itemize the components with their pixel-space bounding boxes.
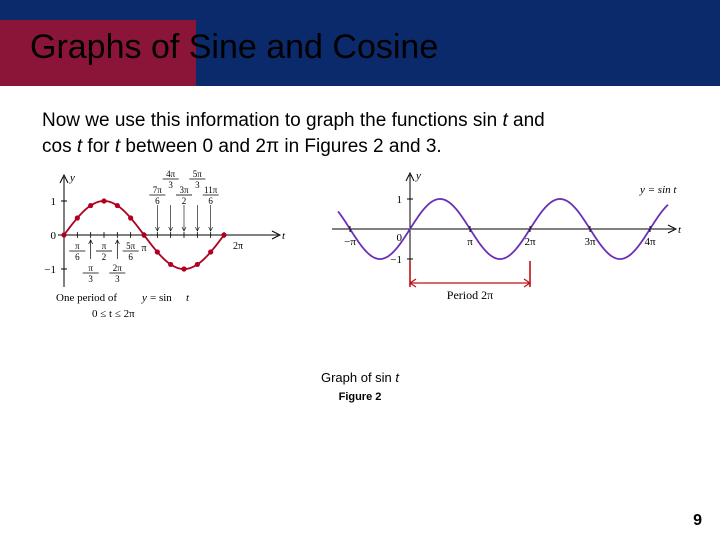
right-chart: 1−10yt−ππ2π3π4πPeriod 2πy = sin t [294, 167, 694, 337]
body-line2d: in Figures 2 and 3. [279, 136, 442, 157]
svg-text:2π: 2π [524, 236, 536, 248]
svg-text:2π: 2π [233, 241, 243, 252]
figure-label: Figure 2 [0, 391, 720, 403]
svg-text:t: t [678, 224, 682, 236]
svg-text:y: y [69, 172, 75, 184]
body-paragraph: Now we use this information to graph the… [42, 108, 686, 159]
svg-text:4π: 4π [166, 169, 176, 179]
svg-text:π: π [102, 241, 107, 251]
left-chart-wrap: 10−1ytπ6π25π6ππ32π34π35π37π63π211π62πOne… [28, 167, 288, 352]
svg-text:11π: 11π [204, 185, 218, 195]
svg-text:3: 3 [115, 274, 120, 284]
graph-caption: Graph of sin t [0, 370, 720, 385]
graph-caption-var: t [395, 370, 399, 385]
svg-text:One period of: One period of [56, 292, 117, 304]
page-title: Graphs of Sine and Cosine [30, 28, 438, 67]
body-line1a: Now we use this information to graph the… [42, 110, 502, 131]
body-line2c: between 0 and 2 [120, 136, 266, 157]
svg-text:Period 2π: Period 2π [447, 288, 493, 302]
svg-text:3π: 3π [179, 185, 189, 195]
svg-text:y: y [415, 170, 421, 182]
svg-text:2: 2 [102, 252, 107, 262]
body-line2a: cos [42, 136, 77, 157]
right-chart-wrap: 1−10yt−ππ2π3π4πPeriod 2πy = sin t [294, 167, 694, 342]
svg-text:−π: −π [344, 236, 356, 248]
body-line2b: for [82, 136, 115, 157]
svg-text:5π: 5π [126, 241, 135, 251]
svg-text:−1: −1 [44, 264, 56, 276]
svg-text:1: 1 [397, 194, 403, 206]
svg-text:3: 3 [168, 180, 173, 190]
left-chart: 10−1ytπ6π25π6ππ32π34π35π37π63π211π62πOne… [28, 167, 288, 347]
svg-text:5π: 5π [193, 169, 203, 179]
svg-text:6: 6 [75, 252, 80, 262]
svg-text:= sin: = sin [150, 292, 172, 304]
svg-text:7π: 7π [153, 185, 163, 195]
svg-text:−1: −1 [390, 254, 402, 266]
svg-text:y = sin t: y = sin t [639, 184, 677, 196]
page-number: 9 [693, 512, 702, 530]
charts-row: 10−1ytπ6π25π6ππ32π34π35π37π63π211π62πOne… [28, 167, 700, 352]
svg-text:π: π [467, 236, 473, 248]
svg-text:π: π [88, 263, 93, 273]
svg-text:6: 6 [208, 196, 213, 206]
svg-text:π: π [141, 243, 146, 254]
svg-text:2: 2 [182, 196, 187, 206]
graph-caption-text: Graph of sin [321, 370, 395, 385]
body-line1b: and [508, 110, 545, 131]
svg-text:t: t [282, 230, 286, 242]
header-band: Graphs of Sine and Cosine [0, 0, 720, 86]
svg-text:3: 3 [88, 274, 93, 284]
svg-text:0 ≤ t ≤ 2π: 0 ≤ t ≤ 2π [92, 308, 135, 320]
svg-text:3: 3 [195, 180, 200, 190]
svg-text:2π: 2π [113, 263, 123, 273]
svg-text:t: t [186, 292, 190, 304]
svg-text:4π: 4π [644, 236, 656, 248]
svg-text:y: y [141, 292, 147, 304]
svg-text:6: 6 [128, 252, 133, 262]
svg-text:π: π [75, 241, 80, 251]
svg-text:3π: 3π [584, 236, 596, 248]
svg-text:6: 6 [155, 196, 160, 206]
body-pi: π [266, 136, 279, 157]
svg-text:0: 0 [51, 230, 57, 242]
svg-text:1: 1 [51, 196, 57, 208]
